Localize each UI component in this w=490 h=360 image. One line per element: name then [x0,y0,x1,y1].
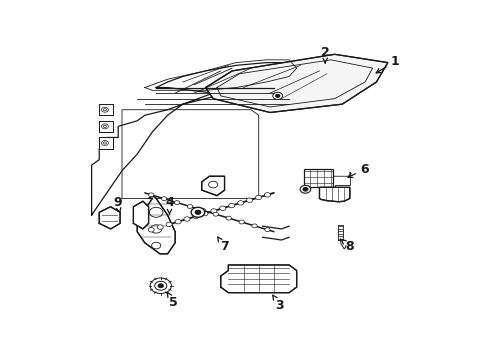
Polygon shape [319,187,350,202]
Polygon shape [206,54,388,112]
Polygon shape [99,104,113,115]
Circle shape [239,220,245,224]
Circle shape [157,225,163,229]
Circle shape [200,208,206,212]
Circle shape [166,222,172,226]
Bar [304,169,333,187]
Circle shape [229,203,235,208]
Circle shape [273,92,283,99]
Circle shape [300,185,311,193]
Circle shape [184,217,190,221]
Circle shape [252,224,257,228]
Circle shape [187,204,193,208]
Polygon shape [202,176,224,195]
Text: 9: 9 [113,196,122,212]
Circle shape [213,212,219,216]
Circle shape [276,94,280,97]
Text: 8: 8 [341,239,354,253]
Polygon shape [99,138,113,149]
Polygon shape [220,265,297,293]
Circle shape [162,197,167,201]
Circle shape [148,193,154,197]
Circle shape [265,228,270,232]
Circle shape [246,198,253,202]
Circle shape [175,220,181,224]
Text: 6: 6 [348,163,369,177]
Circle shape [265,193,270,197]
Text: 5: 5 [168,292,178,309]
Circle shape [226,216,231,220]
Circle shape [191,207,205,217]
Polygon shape [99,121,113,132]
Circle shape [238,201,244,205]
Text: 2: 2 [321,46,330,63]
Circle shape [211,209,217,213]
Polygon shape [133,201,148,229]
Circle shape [303,188,308,191]
Circle shape [158,284,163,288]
Text: 3: 3 [273,295,284,312]
Circle shape [220,206,226,211]
Circle shape [174,201,180,204]
Circle shape [193,214,199,219]
Circle shape [202,211,208,216]
Text: 7: 7 [218,237,229,253]
Polygon shape [99,207,120,229]
Circle shape [148,228,154,232]
Text: 1: 1 [376,55,400,73]
Polygon shape [137,195,175,254]
Circle shape [255,195,262,200]
Text: 4: 4 [165,196,174,215]
Circle shape [196,210,200,214]
